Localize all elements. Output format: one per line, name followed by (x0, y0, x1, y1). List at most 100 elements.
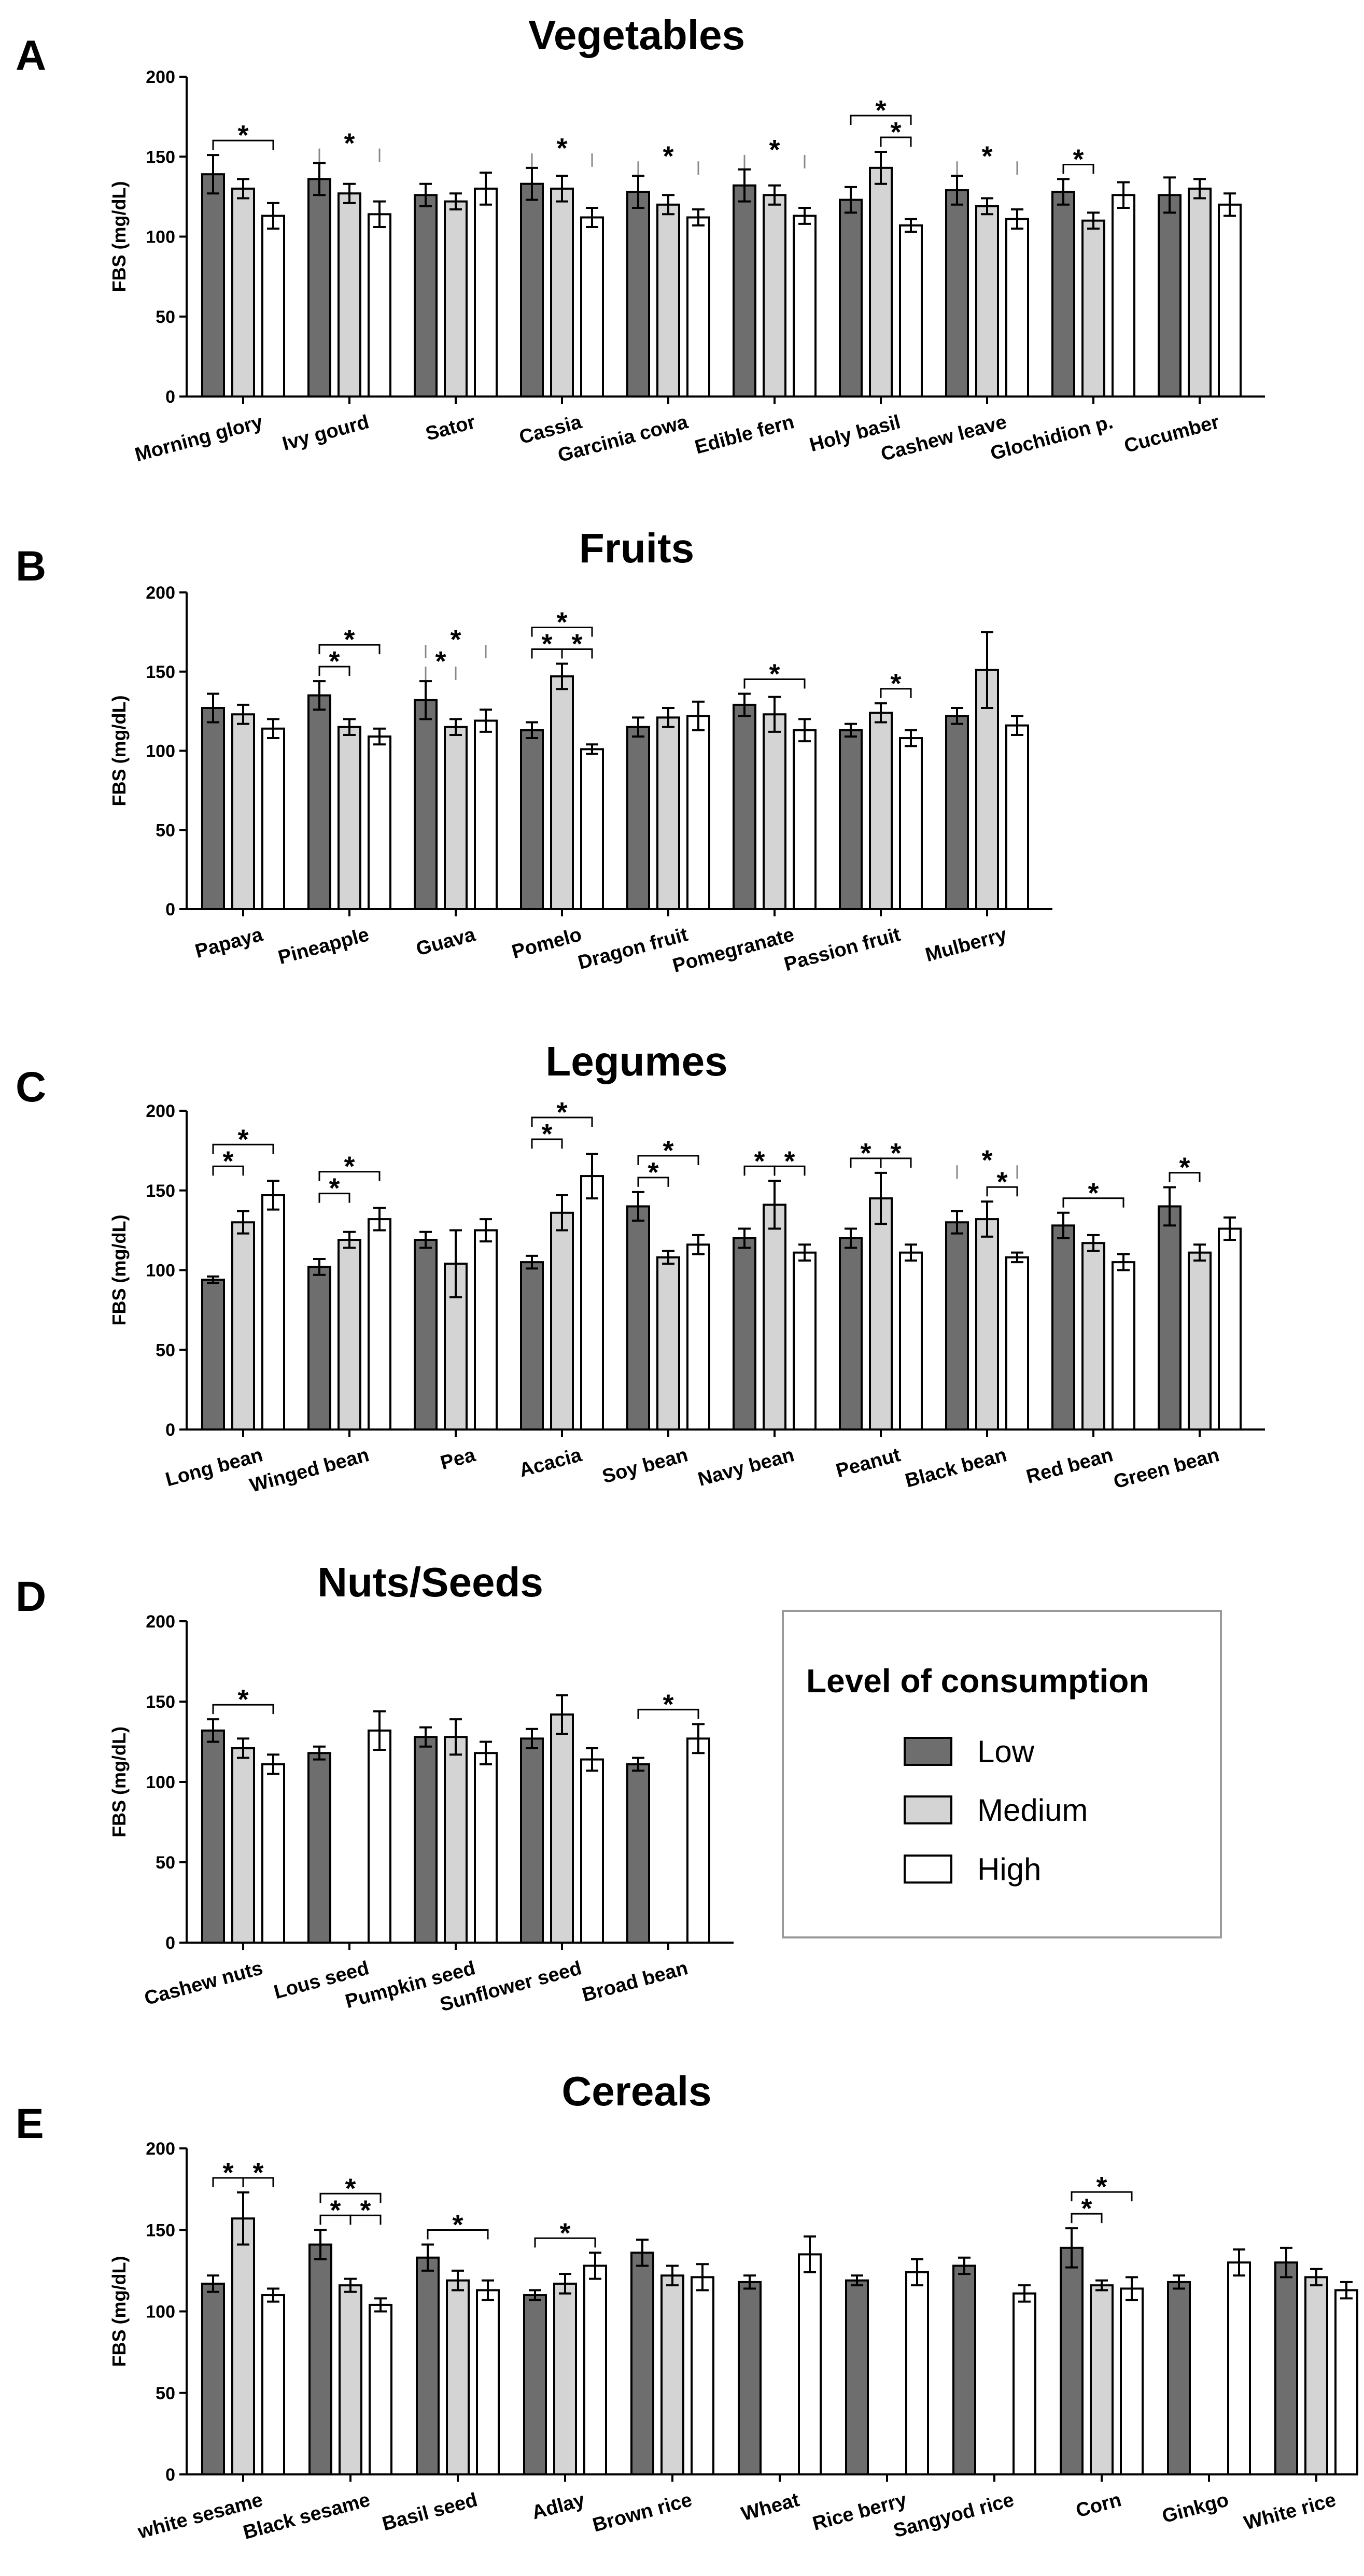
significance-bracket (1169, 1172, 1201, 1182)
significance-star: * (344, 1151, 355, 1182)
significance-star: * (345, 2173, 356, 2204)
panel-B: B Fruits 0 50 100 150 200 FBS (mg/dL) Papaya Pine… (16, 525, 1052, 977)
bar-high (1227, 2261, 1251, 2475)
bar-low (520, 182, 544, 398)
x-category-label: Glochidion p. (988, 411, 1115, 464)
bar-medium (869, 712, 893, 911)
x-category-label: Corn (1074, 2489, 1124, 2522)
bar-low (201, 1278, 225, 1431)
significance-star: * (344, 128, 355, 159)
bar-high (261, 727, 285, 910)
x-category-label: Guava (414, 924, 478, 960)
bar-medium (1090, 2284, 1114, 2476)
bar-medium (656, 203, 680, 398)
significance-bracket (318, 1171, 381, 1181)
bar-high (369, 2303, 392, 2475)
y-tick-label: 200 (146, 1101, 175, 1121)
bar-medium (1081, 1242, 1105, 1431)
significance-bracket (880, 1157, 912, 1168)
bar-low (630, 2252, 654, 2475)
x-category-label: Acacia (517, 1444, 584, 1482)
x-category-label: Sangyod rice (891, 2489, 1016, 2542)
y-axis-label: FBS (mg/dL) (108, 181, 130, 292)
bar-high (474, 1752, 498, 1944)
x-category-label: White rice (1242, 2489, 1338, 2535)
panel-letter: A (16, 32, 46, 79)
bar-high (1005, 724, 1029, 910)
bar-medium (1188, 1251, 1212, 1431)
bar-medium (338, 1239, 361, 1431)
bar-high (261, 1194, 285, 1431)
significance-star: * (769, 134, 780, 165)
panel-title: Cereals (561, 2068, 711, 2114)
y-tick-label: 50 (156, 1340, 175, 1360)
y-tick-label: 0 (165, 2465, 175, 2485)
significance-star: * (663, 140, 673, 172)
y-tick-label: 200 (146, 67, 175, 87)
bar-low (307, 694, 331, 910)
significance-bracket (212, 1165, 244, 1176)
significance-bracket (531, 626, 593, 637)
significance-star: * (769, 659, 780, 690)
significance-star: * (996, 1166, 1007, 1197)
x-category-label: Broad bean (580, 1957, 691, 2006)
bar-low (839, 199, 863, 398)
significance-bracket (1071, 2213, 1103, 2224)
x-category-label: Navy bean (696, 1444, 796, 1491)
significance-star: * (541, 1119, 552, 1150)
x-category-label: Mulberry (923, 924, 1009, 966)
y-axis-label: FBS (mg/dL) (108, 1726, 130, 1837)
significance-bracket (318, 666, 350, 676)
bar-high (686, 715, 710, 911)
bar-high (899, 224, 923, 398)
bar-medium (660, 2274, 684, 2476)
x-category-label: Winged bean (247, 1444, 371, 1497)
bar-high (1005, 218, 1029, 398)
panel-A: A Vegetables 0 50 100 150 200 FBS (mg/dL) Mornin… (16, 12, 1265, 466)
bar-medium (763, 713, 786, 910)
significance-bracket (531, 1138, 563, 1149)
bar-high (1120, 2287, 1144, 2476)
panel-title: Fruits (579, 525, 694, 571)
bar-low (307, 178, 331, 398)
bar-medium (446, 2279, 470, 2476)
y-tick-label: 50 (156, 1853, 175, 1873)
bar-low (626, 726, 650, 911)
significance-star: * (252, 2157, 263, 2188)
x-category-label: Papaya (193, 924, 265, 963)
bar-medium (550, 1713, 574, 1944)
bar-low (520, 729, 544, 911)
bar-high (580, 216, 604, 398)
bar-medium (869, 166, 893, 398)
bar-low (945, 1221, 969, 1431)
bar-low (523, 2294, 547, 2475)
bar-medium (231, 713, 255, 910)
x-category-label: Ginkgo (1160, 2489, 1231, 2527)
legend-label-high: High (977, 1852, 1041, 1887)
x-category-label: Pomelo (510, 924, 584, 963)
bar-medium (869, 1197, 893, 1431)
significance-bracket (637, 1708, 699, 1719)
bar-high (1013, 2292, 1036, 2475)
bar-high (261, 1763, 285, 1944)
significance-bracket (1062, 1197, 1124, 1208)
y-tick-label: 50 (156, 820, 175, 840)
significance-bracket (774, 1165, 806, 1176)
significance-star: * (784, 1145, 795, 1177)
significance-star: * (222, 1145, 233, 1177)
bar-medium (444, 726, 468, 911)
bar-medium (444, 1736, 468, 1944)
significance-bracket (1071, 2191, 1133, 2202)
significance-star: * (329, 646, 340, 677)
y-tick-label: 100 (146, 742, 175, 761)
bar-high (905, 2271, 929, 2476)
significance-star: * (754, 1145, 765, 1177)
bar-low (1167, 2281, 1191, 2476)
legend-title: Level of consumption (806, 1662, 1149, 1700)
bar-low (414, 1239, 438, 1431)
bar-high (899, 737, 923, 911)
bar-medium (231, 1221, 255, 1431)
y-axis-label: FBS (mg/dL) (108, 1215, 130, 1326)
significance-star: * (981, 140, 992, 172)
